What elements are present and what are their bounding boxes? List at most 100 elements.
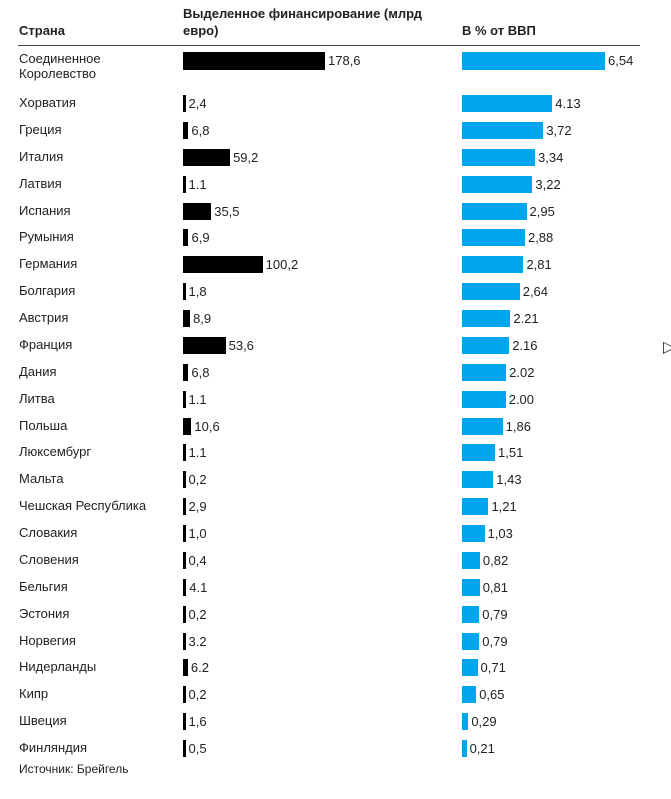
gdp-value-label: 2.02 xyxy=(509,364,535,380)
gdp-value-label: 0,79 xyxy=(482,633,508,649)
gdp-bar xyxy=(462,95,553,112)
country-label: Италия xyxy=(19,148,64,164)
funding-bar xyxy=(183,498,186,516)
country-label: Словакия xyxy=(19,525,78,541)
funding-bar xyxy=(183,256,263,274)
country-label: Австрия xyxy=(19,310,69,326)
funding-bar xyxy=(183,632,186,650)
funding-value-label: 3.2 xyxy=(188,633,207,649)
gdp-value-label: 1,21 xyxy=(491,499,517,515)
gdp-bar xyxy=(462,310,511,328)
funding-bar xyxy=(183,417,192,435)
gdp-value-label: 0,71 xyxy=(480,660,506,676)
funding-value-label: 4.1 xyxy=(189,579,208,595)
gdp-value-label: 0,21 xyxy=(469,741,495,757)
gdp-bar xyxy=(462,175,533,193)
funding-value-label: 0,4 xyxy=(188,552,207,568)
funding-bar xyxy=(183,336,226,354)
funding-value-label: 0,2 xyxy=(188,472,207,488)
country-label: Греция xyxy=(19,121,62,137)
funding-value-label: 178,6 xyxy=(328,53,361,68)
gdp-value-label: 2,64 xyxy=(522,284,549,300)
funding-value-label: 6.2 xyxy=(190,660,209,676)
gdp-bar xyxy=(462,444,496,462)
funding-value-label: 1,0 xyxy=(188,526,207,542)
funding-bar xyxy=(183,202,212,220)
funding-value-label: 10,6 xyxy=(194,418,220,434)
country-label: Германия xyxy=(19,256,78,272)
gdp-value-label: 2.21 xyxy=(513,311,539,327)
funding-value-label: 1.1 xyxy=(188,445,207,461)
gdp-bar xyxy=(462,148,536,166)
gdp-value-label: 3,22 xyxy=(535,176,561,192)
country-label: Франция xyxy=(19,336,73,352)
country-label: Дания xyxy=(19,363,57,379)
gdp-value-label: 2,88 xyxy=(527,230,554,246)
country-label: Болгария xyxy=(19,283,76,299)
gdp-bar xyxy=(462,686,477,704)
country-label: Бельгия xyxy=(19,578,68,594)
funding-bar xyxy=(183,310,191,328)
gdp-value-label: 4.13 xyxy=(555,96,581,111)
funding-bar xyxy=(183,578,187,596)
funding-bar xyxy=(183,713,186,731)
country-label: Люксембург xyxy=(19,444,92,460)
gdp-bar xyxy=(462,632,480,650)
funding-value-label: 1.1 xyxy=(188,176,207,192)
country-label: Хорватия xyxy=(19,95,76,110)
funding-bar xyxy=(183,686,186,704)
funding-value-label: 2,4 xyxy=(188,96,207,111)
gdp-bar xyxy=(462,659,478,677)
funding-value-label: 35,5 xyxy=(214,203,240,219)
gdp-bar xyxy=(462,363,507,381)
country-label: Эстония xyxy=(19,605,70,621)
gdp-value-label: 1,86 xyxy=(505,418,531,434)
gdp-value-label: 3,72 xyxy=(546,122,572,138)
country-label: Испания xyxy=(19,202,71,218)
gdp-bar xyxy=(462,283,520,301)
funding-bar xyxy=(183,659,188,677)
gdp-value-label: 6,54 xyxy=(608,53,634,68)
gdp-bar xyxy=(462,417,503,435)
header-country: Страна xyxy=(19,23,66,38)
funding-value-label: 0,5 xyxy=(188,741,207,757)
country-label: Румыния xyxy=(19,229,74,245)
funding-bar xyxy=(183,95,186,112)
funding-bar xyxy=(183,390,186,408)
gdp-bar xyxy=(462,202,527,220)
funding-value-label: 1,8 xyxy=(188,284,207,300)
funding-value-label: 0,2 xyxy=(188,606,207,622)
country-label: Соединенное Королевство xyxy=(19,51,101,81)
gdp-value-label: 2,81 xyxy=(526,257,552,273)
country-label: Словения xyxy=(19,551,79,567)
gdp-bar xyxy=(462,471,494,489)
funding-bar xyxy=(183,363,189,381)
funding-value-label: 53,6 xyxy=(228,337,254,353)
country-label: Нидерланды xyxy=(19,659,97,675)
funding-value-label: 2,9 xyxy=(188,499,207,515)
gdp-value-label: 0,65 xyxy=(479,687,505,703)
gdp-bar xyxy=(462,551,480,569)
source-note: Источник: Брейгель xyxy=(19,762,129,776)
gdp-bar xyxy=(462,578,480,596)
funding-value-label: 8,9 xyxy=(193,311,212,327)
funding-value-label: 59,2 xyxy=(233,149,259,165)
gdp-bar xyxy=(462,256,524,274)
gdp-value-label: 2.00 xyxy=(508,391,535,407)
gdp-value-label: 0,29 xyxy=(471,714,497,730)
funding-bar xyxy=(183,148,231,166)
funding-value-label: 1.1 xyxy=(188,391,207,407)
funding-bar xyxy=(183,605,186,623)
funding-bar xyxy=(183,229,189,247)
gdp-bar xyxy=(462,121,544,139)
header-gdp: В % от ВВП xyxy=(462,23,536,38)
country-label: Польша xyxy=(19,417,68,433)
gdp-bar xyxy=(462,229,525,247)
funding-bar xyxy=(183,525,186,543)
gdp-bar xyxy=(462,336,510,354)
gdp-value-label: 2,95 xyxy=(529,203,555,219)
funding-value-label: 1,6 xyxy=(188,714,207,730)
gdp-bar xyxy=(462,525,485,543)
funding-value-label: 100,2 xyxy=(265,257,299,273)
